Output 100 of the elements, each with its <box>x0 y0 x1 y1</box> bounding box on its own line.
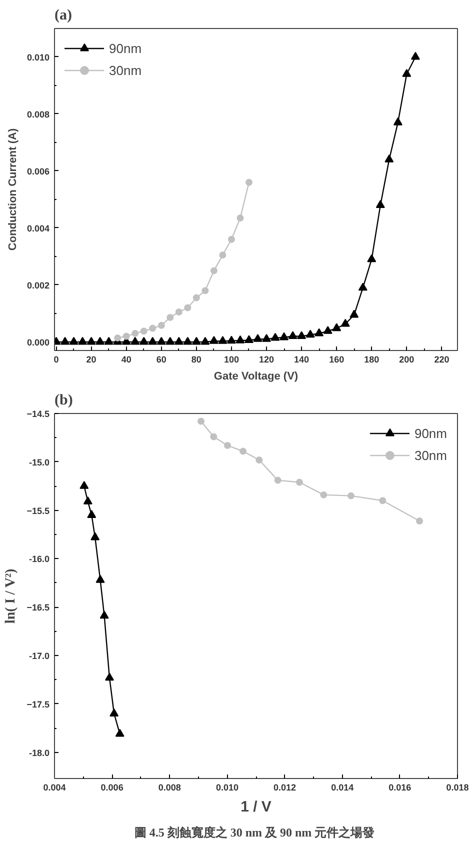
point <box>80 480 89 489</box>
point <box>210 267 218 274</box>
x-tick-label: 0.016 <box>388 782 412 792</box>
x-tick-label: 0.012 <box>274 782 296 792</box>
x-tick-label: 160 <box>329 354 344 364</box>
point <box>274 476 282 484</box>
point <box>83 496 92 504</box>
point <box>96 336 105 345</box>
point <box>379 497 386 504</box>
x-tick-label: 60 <box>156 354 166 364</box>
legend-label: 30nm <box>109 62 142 78</box>
point <box>270 332 280 341</box>
x-tick-label: 140 <box>294 354 310 364</box>
y-tick-label: 0.004 <box>26 223 50 234</box>
point <box>87 510 96 518</box>
legend-label: 90nm <box>414 426 447 440</box>
point <box>132 330 139 337</box>
point <box>218 336 228 344</box>
point <box>253 334 262 342</box>
point <box>184 304 192 312</box>
point <box>183 336 192 345</box>
point <box>158 322 165 329</box>
point <box>240 448 247 455</box>
x-tick-label: 0.018 <box>446 782 469 792</box>
point <box>148 336 158 345</box>
point <box>192 294 200 302</box>
point <box>280 332 289 340</box>
point <box>166 336 175 345</box>
point <box>110 708 119 716</box>
y-axis-title: ln( I / V²) <box>4 568 19 624</box>
point <box>140 328 148 335</box>
y-tick-label: −14.5 <box>26 409 50 419</box>
x-tick-label: 0.008 <box>158 782 181 792</box>
point <box>297 331 306 340</box>
x-axis-title: 1 / V <box>240 798 272 816</box>
point <box>393 117 402 126</box>
point <box>288 331 298 340</box>
point <box>96 574 105 583</box>
point <box>256 456 263 464</box>
x-tick-label: 0.006 <box>100 782 124 792</box>
point <box>139 336 148 345</box>
point <box>340 318 350 327</box>
point <box>198 418 205 425</box>
y-tick-label: −15.5 <box>26 506 50 516</box>
x-axis-title: Gate Voltage (V) <box>214 370 298 382</box>
point <box>78 336 88 345</box>
point <box>104 336 114 345</box>
point <box>209 336 218 344</box>
y-tick-label: -18.0 <box>28 748 50 758</box>
y-tick-label: −16.5 <box>26 602 50 613</box>
point <box>358 282 368 291</box>
x-tick-label: 0.010 <box>216 782 238 792</box>
point <box>149 324 156 332</box>
point <box>376 200 385 208</box>
y-axis-title: Conduction Current (A) <box>6 128 19 251</box>
point <box>296 478 303 486</box>
point <box>175 308 182 316</box>
x-tick-label: 180 <box>364 354 380 364</box>
y-tick-label: -17.0 <box>28 651 50 662</box>
point <box>90 532 100 540</box>
point <box>416 517 424 524</box>
point <box>402 68 412 77</box>
x-tick-label: 200 <box>399 354 414 364</box>
y-tick-label: 0.010 <box>26 52 50 62</box>
point <box>202 287 209 294</box>
point <box>350 310 359 318</box>
chart-title: (b) <box>54 392 73 408</box>
point <box>69 336 78 345</box>
point <box>244 335 254 344</box>
y-tick-label: −17.5 <box>26 699 50 710</box>
point <box>224 442 231 449</box>
point <box>86 336 96 345</box>
point <box>100 610 109 619</box>
x-tick-label: 120 <box>259 354 274 364</box>
y-tick-label: -16.0 <box>28 554 50 564</box>
point <box>200 336 210 345</box>
caption: 圖 4.5 刻蝕寬度之 30 nm 及 90 nm 元件之場發 <box>134 826 375 840</box>
x-tick-label: 40 <box>121 354 132 364</box>
point <box>130 336 140 345</box>
chart-title: (a) <box>54 8 72 24</box>
x-tick-label: 100 <box>224 354 239 364</box>
point <box>122 332 130 340</box>
point <box>226 336 236 344</box>
point <box>236 214 244 222</box>
legend-label: 30nm <box>414 448 447 462</box>
point <box>115 728 124 737</box>
point <box>306 330 315 338</box>
point <box>410 52 420 60</box>
y-tick-label: -15.0 <box>28 457 50 468</box>
point <box>166 314 174 321</box>
x-tick-label: 80 <box>191 354 202 364</box>
point <box>262 334 272 342</box>
point <box>210 433 218 440</box>
point <box>156 336 166 345</box>
point <box>323 326 332 334</box>
legend-label: 90nm <box>109 40 142 56</box>
point <box>236 335 245 344</box>
point <box>219 252 226 259</box>
point <box>245 178 252 186</box>
y-tick-label: 0.006 <box>26 166 50 176</box>
